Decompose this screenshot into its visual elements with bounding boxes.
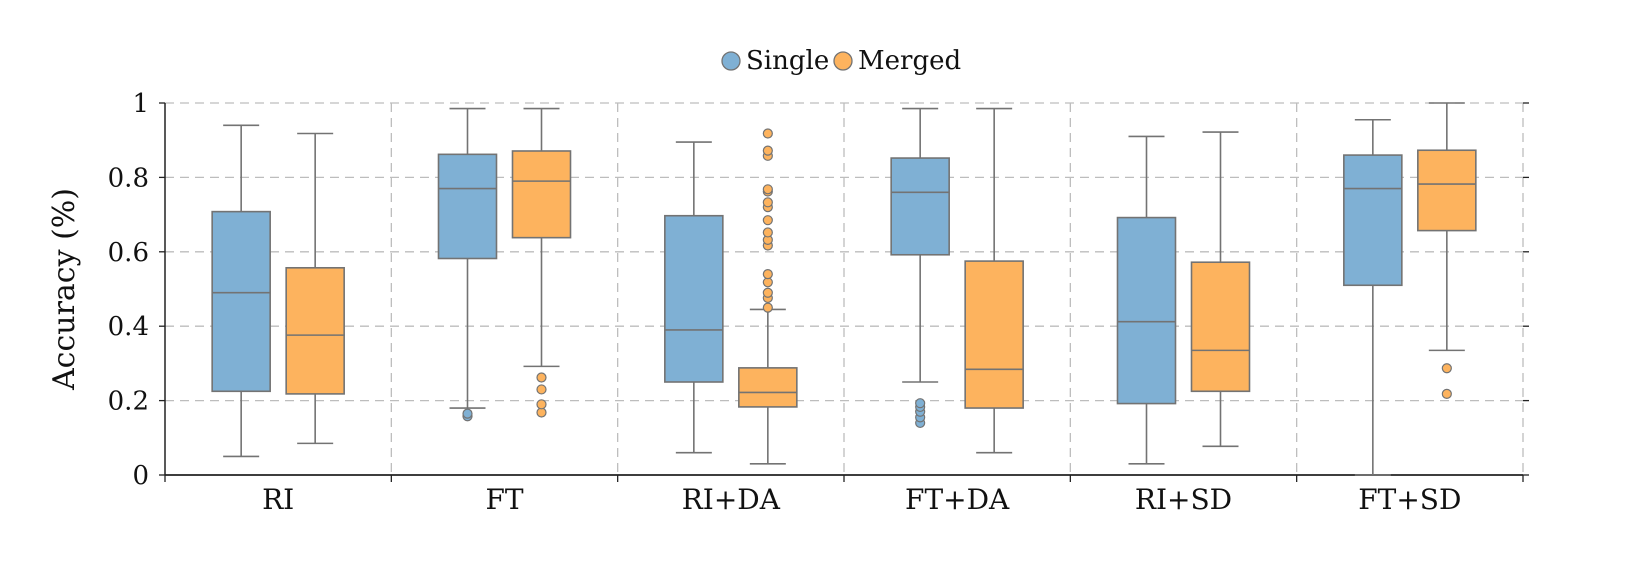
- category-label: RI: [262, 483, 294, 516]
- box-iqr: [1190, 261, 1251, 393]
- outlier-point: [536, 399, 547, 410]
- box-series: [211, 102, 1477, 476]
- box-single-ft-da: [890, 107, 950, 429]
- outlier-point: [762, 215, 773, 226]
- outlier-point: [762, 287, 773, 298]
- y-tick-label: 0.2: [108, 387, 149, 417]
- outlier-point: [762, 128, 773, 139]
- box-iqr: [738, 367, 798, 408]
- category-label: FT+SD: [1358, 483, 1461, 516]
- box-single-ft-sd: [1343, 118, 1403, 476]
- outlier-point: [762, 302, 773, 313]
- box-single-ft: [437, 107, 498, 422]
- y-axis-title: Accuracy (%): [47, 188, 82, 391]
- box-merged-ft-da: [964, 107, 1024, 454]
- legend-label-single: Single: [746, 46, 829, 76]
- legend-swatch-merged: [833, 51, 853, 71]
- outlier-point: [536, 384, 547, 395]
- box-merged-ri: [285, 132, 345, 445]
- outlier-point: [1441, 363, 1452, 374]
- category-label: FT+DA: [905, 483, 1010, 516]
- outlier-point: [762, 269, 773, 280]
- y-tick-label: 0.6: [108, 238, 149, 268]
- legend: Single Merged: [721, 46, 961, 76]
- box-single-ri-da: [664, 141, 724, 454]
- box-iqr: [211, 210, 271, 393]
- box-iqr: [964, 260, 1024, 409]
- outlier-point: [915, 398, 926, 409]
- box-merged-ft-sd: [1417, 102, 1477, 400]
- legend-swatch-single: [721, 51, 741, 71]
- box-merged-ft: [511, 107, 572, 418]
- y-tick-label: 0.4: [108, 312, 149, 342]
- box-merged-ri-da: [738, 128, 798, 465]
- outlier-point: [762, 197, 773, 208]
- category-label: RI+DA: [682, 483, 781, 516]
- outlier-point: [762, 227, 773, 238]
- outlier-point: [1441, 388, 1452, 400]
- box-single-ri-sd: [1116, 135, 1177, 465]
- outlier-point: [762, 184, 773, 195]
- box-merged-ri-sd: [1190, 131, 1251, 448]
- box-iqr: [1116, 216, 1177, 405]
- grid-lines: [165, 102, 1524, 475]
- y-tick-label: 0: [132, 461, 149, 491]
- box-iqr: [664, 214, 724, 383]
- legend-label-merged: Merged: [858, 46, 961, 76]
- box-iqr: [1343, 154, 1403, 287]
- box-iqr: [511, 150, 572, 239]
- category-label: RI+SD: [1135, 483, 1232, 516]
- category-label: FT: [485, 483, 523, 516]
- y-tick-label: 1: [132, 89, 149, 119]
- outlier-point: [762, 145, 773, 156]
- outlier-point: [536, 372, 547, 383]
- box-iqr: [285, 266, 345, 395]
- box-iqr: [890, 157, 950, 256]
- box-iqr: [437, 153, 498, 260]
- y-tick-label: 0.8: [108, 163, 149, 193]
- box-single-ri: [211, 124, 271, 458]
- axes: 0 0.2 0.4 0.6 0.8 1 RI FT RI+DA FT+DA RI+SD FT+SD: [108, 89, 1529, 516]
- box-iqr: [1417, 149, 1477, 232]
- outlier-point: [462, 408, 473, 419]
